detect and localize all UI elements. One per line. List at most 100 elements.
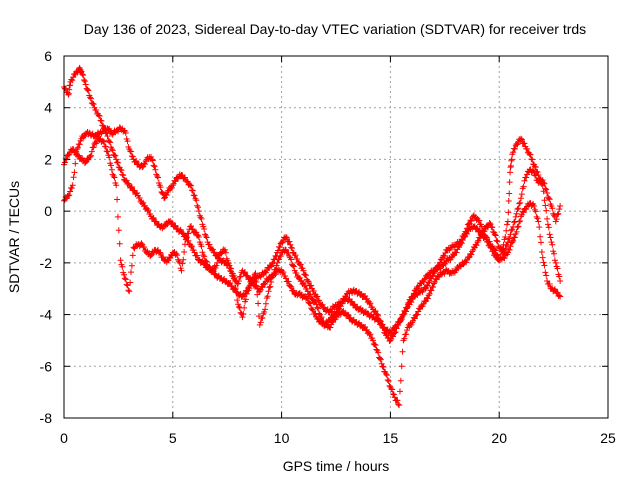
- data-point-interp: [542, 269, 549, 276]
- data-point-interp: [536, 224, 543, 231]
- data-point: [287, 241, 294, 248]
- data-point-interp: [392, 329, 399, 336]
- data-point: [374, 311, 381, 318]
- data-point-interp: [69, 77, 76, 84]
- data-point-interp: [149, 157, 156, 164]
- data-point-interp: [508, 227, 515, 234]
- data-point: [87, 94, 94, 101]
- data-point-interp: [547, 234, 554, 241]
- data-point-interp: [225, 259, 232, 266]
- data-point-interp: [136, 194, 143, 201]
- data-point-interp: [114, 196, 121, 203]
- data-point-interp: [114, 159, 121, 166]
- data-point-interp: [194, 202, 201, 209]
- data-point-interp: [302, 282, 309, 289]
- data-point-interp: [87, 152, 94, 159]
- data-point-interp: [179, 260, 186, 267]
- data-point-interp: [235, 303, 242, 310]
- data-point-interp: [504, 242, 511, 249]
- data-point-interp: [112, 152, 119, 159]
- data-point-interp: [202, 258, 209, 265]
- data-point-interp: [111, 174, 118, 181]
- data-point-interp: [545, 195, 552, 202]
- data-point: [178, 267, 185, 274]
- data-point-interp: [501, 255, 508, 262]
- data-point-interp: [408, 321, 415, 328]
- data-point-interp: [380, 325, 387, 332]
- data-point-interp: [457, 239, 464, 246]
- data-point-interp: [506, 235, 513, 242]
- data-point: [239, 314, 246, 321]
- y-tick-label: 4: [44, 100, 52, 116]
- data-point-interp: [279, 239, 286, 246]
- data-point-interp: [545, 224, 552, 231]
- data-point-interp: [81, 77, 88, 84]
- data-point-interp: [397, 377, 404, 384]
- data-point-interp: [512, 213, 519, 220]
- data-point-interp: [234, 281, 241, 288]
- data-point-interp: [520, 183, 527, 190]
- data-point-interp: [242, 296, 249, 303]
- data-point: [139, 164, 146, 171]
- x-tick-label: 0: [60, 430, 68, 446]
- data-point-interp: [506, 179, 513, 186]
- data-point: [422, 298, 429, 305]
- data-point-interp: [367, 300, 374, 307]
- data-point-interp: [473, 224, 480, 231]
- data-point-interp: [515, 205, 522, 212]
- data-point-interp: [514, 141, 521, 148]
- data-point: [222, 246, 229, 253]
- data-point-interp: [180, 256, 187, 263]
- data-point-interp: [542, 185, 549, 192]
- data-point-interp: [168, 184, 175, 191]
- data-point-interp: [332, 316, 339, 323]
- data-point: [65, 192, 72, 199]
- data-point-interp: [314, 304, 321, 311]
- data-point-interp: [516, 218, 523, 225]
- data-point-interp: [106, 154, 113, 161]
- data-point-interp: [543, 207, 550, 214]
- data-point-interp: [245, 287, 252, 294]
- data-point-interp: [380, 364, 387, 371]
- data-point-interp: [383, 372, 390, 379]
- data-point-interp: [521, 177, 528, 184]
- data-point-interp: [122, 130, 129, 137]
- data-point-interp: [307, 291, 314, 298]
- data-point-interp: [234, 297, 241, 304]
- data-point-interp: [316, 310, 323, 317]
- data-point-interp: [508, 156, 515, 163]
- data-point-interp: [134, 190, 141, 197]
- data-point-interp: [492, 247, 499, 254]
- data-point: [104, 133, 111, 140]
- x-tick-label: 10: [274, 430, 290, 446]
- data-point-interp: [493, 237, 500, 244]
- data-point: [487, 221, 494, 228]
- data-point-interp: [176, 259, 183, 266]
- data-point: [287, 283, 294, 290]
- data-point-interp: [524, 145, 531, 152]
- data-point-interp: [199, 249, 206, 256]
- data-point-interp: [424, 282, 431, 289]
- data-point: [369, 337, 376, 344]
- data-point-interp: [389, 386, 396, 393]
- data-point: [235, 301, 242, 308]
- data-point-interp: [327, 324, 334, 331]
- data-point-interp: [302, 272, 309, 279]
- data-point-interp: [419, 303, 426, 310]
- y-tick-label: -2: [40, 255, 53, 271]
- data-point-interp: [203, 234, 210, 241]
- data-point-interp: [542, 202, 549, 209]
- data-point-interp: [531, 163, 538, 170]
- data-point-interp: [521, 140, 528, 147]
- data-point: [491, 231, 498, 238]
- data-point-interp: [148, 156, 155, 163]
- data-point-interp: [114, 213, 121, 220]
- data-point-interp: [428, 287, 435, 294]
- data-point-interp: [240, 311, 247, 318]
- data-point: [391, 329, 398, 336]
- data-point-interp: [546, 196, 553, 203]
- data-point: [95, 112, 102, 119]
- data-point: [557, 202, 564, 209]
- data-point-interp: [290, 263, 297, 270]
- data-point-interp: [237, 309, 244, 316]
